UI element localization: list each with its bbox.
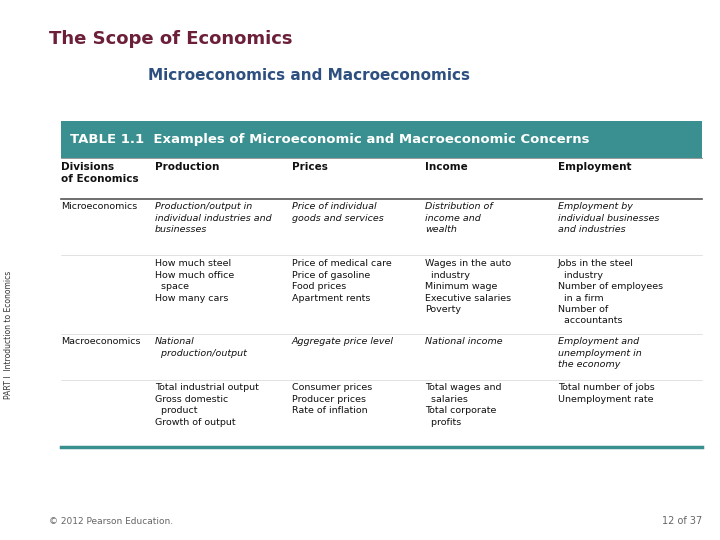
Text: Employment by
individual businesses
and industries: Employment by individual businesses and …	[558, 202, 660, 234]
Text: The Scope of Economics: The Scope of Economics	[49, 30, 292, 48]
Text: Price of individual
goods and services: Price of individual goods and services	[292, 202, 383, 223]
Text: Income: Income	[425, 162, 467, 172]
Text: National income: National income	[425, 338, 503, 347]
Text: Jobs in the steel
  industry
Number of employees
  in a firm
Number of
  account: Jobs in the steel industry Number of emp…	[558, 259, 663, 326]
Text: Production/output in
individual industries and
businesses: Production/output in individual industri…	[155, 202, 271, 234]
Text: Consumer prices
Producer prices
Rate of inflation: Consumer prices Producer prices Rate of …	[292, 383, 372, 415]
Text: © 2012 Pearson Education.: © 2012 Pearson Education.	[49, 517, 173, 526]
Text: Employment and
unemployment in
the economy: Employment and unemployment in the econo…	[558, 338, 642, 369]
Text: Production: Production	[155, 162, 219, 172]
Text: National
  production/output: National production/output	[155, 338, 247, 358]
Text: Price of medical care
Price of gasoline
Food prices
Apartment rents: Price of medical care Price of gasoline …	[292, 259, 392, 302]
Text: Prices: Prices	[292, 162, 328, 172]
Text: Total wages and
  salaries
Total corporate
  profits: Total wages and salaries Total corporate…	[425, 383, 501, 427]
Text: How much steel
How much office
  space
How many cars: How much steel How much office space How…	[155, 259, 234, 302]
Text: PART I  Introduction to Economics: PART I Introduction to Economics	[4, 271, 13, 399]
Text: Employment: Employment	[558, 162, 631, 172]
Text: Microeconomics: Microeconomics	[61, 202, 138, 212]
Text: Wages in the auto
  industry
Minimum wage
Executive salaries
Poverty: Wages in the auto industry Minimum wage …	[425, 259, 511, 314]
Text: Total number of jobs
Unemployment rate: Total number of jobs Unemployment rate	[558, 383, 654, 404]
Text: Divisions
of Economics: Divisions of Economics	[61, 162, 139, 184]
Text: Macroeconomics: Macroeconomics	[61, 338, 140, 347]
Text: TABLE 1.1  Examples of Microeconomic and Macroeconomic Concerns: TABLE 1.1 Examples of Microeconomic and …	[70, 133, 590, 146]
Text: 12 of 37: 12 of 37	[662, 516, 702, 526]
Text: Total industrial output
Gross domestic
  product
Growth of output: Total industrial output Gross domestic p…	[155, 383, 258, 427]
Text: Microeconomics and Macroeconomics: Microeconomics and Macroeconomics	[148, 68, 469, 83]
Text: Distribution of
income and
wealth: Distribution of income and wealth	[425, 202, 492, 234]
Text: Aggregate price level: Aggregate price level	[292, 338, 394, 347]
